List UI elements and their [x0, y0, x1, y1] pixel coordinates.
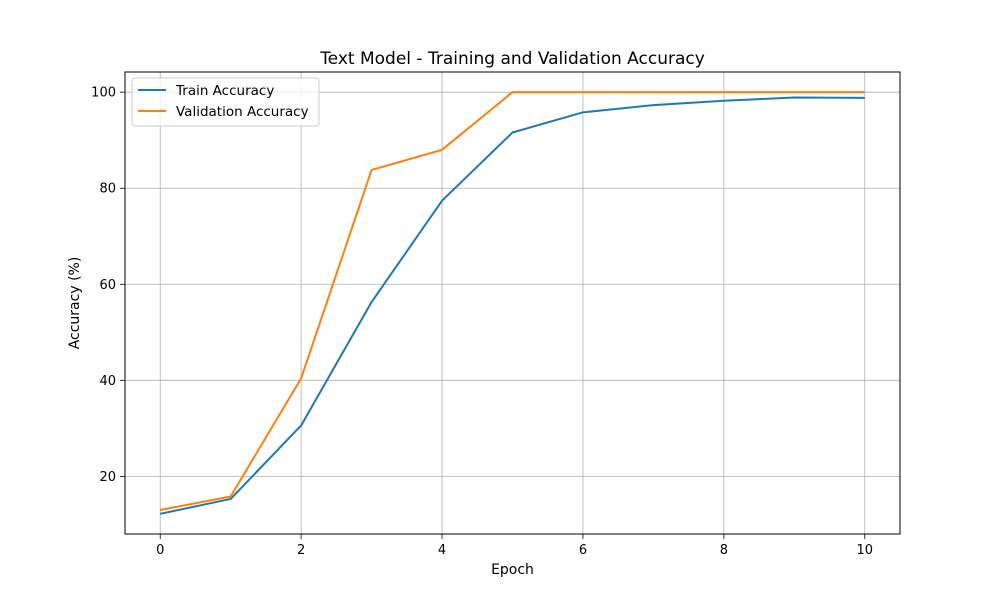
x-tick-label: 4 — [438, 543, 446, 558]
x-tick-label: 10 — [856, 543, 873, 558]
plot-frame — [124, 71, 901, 535]
y-tick-label: 40 — [99, 374, 116, 389]
x-tick-label: 8 — [720, 543, 728, 558]
x-tick-label: 2 — [297, 543, 305, 558]
legend: Train Accuracy Validation Accuracy — [131, 77, 320, 127]
series-line-validation — [160, 91, 865, 511]
x-axis: 0 2 4 6 8 10 — [156, 534, 873, 558]
y-tick-label: 60 — [99, 278, 116, 293]
y-axis: 20 40 60 80 100 — [91, 86, 125, 485]
y-axis-label: Accuracy (%) — [67, 257, 83, 350]
chart-title: Text Model - Training and Validation Acc… — [319, 49, 705, 69]
x-tick-label: 6 — [579, 543, 587, 558]
legend-box — [131, 77, 320, 127]
legend-label-train: Train Accuracy — [175, 83, 274, 99]
x-axis-label: Epoch — [491, 562, 534, 578]
series-line-train — [160, 96, 865, 515]
x-tick-label: 0 — [156, 543, 164, 558]
y-tick-label: 100 — [91, 86, 116, 101]
y-tick-label: 80 — [99, 182, 116, 197]
y-tick-label: 20 — [99, 470, 116, 485]
series-layer — [160, 91, 865, 515]
legend-label-validation: Validation Accuracy — [176, 104, 309, 120]
